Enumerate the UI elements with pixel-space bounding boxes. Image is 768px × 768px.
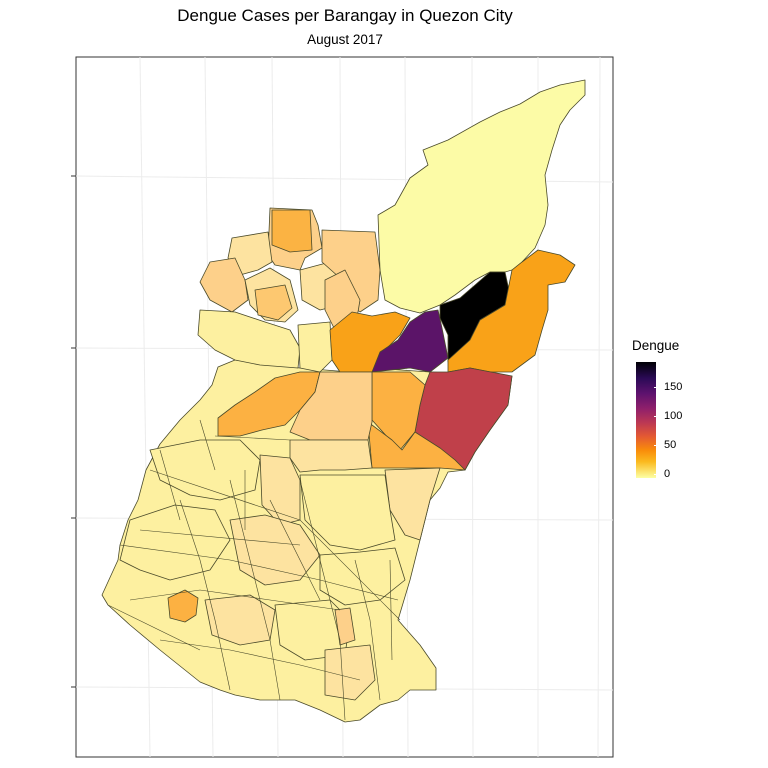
very-high-region bbox=[371, 309, 449, 373]
nw-region-3 bbox=[227, 231, 273, 276]
nw-region-8 bbox=[321, 229, 381, 313]
nw-region-6 bbox=[254, 284, 293, 321]
map-title: Dengue Cases per Barangay in Quezon City bbox=[177, 6, 513, 25]
nw-region-10 bbox=[197, 309, 301, 369]
south-region-3 bbox=[119, 504, 231, 581]
legend-tick-50: 50 bbox=[653, 439, 677, 451]
south-orange-region-2 bbox=[367, 421, 466, 471]
north-region bbox=[377, 79, 586, 314]
south-region-4 bbox=[229, 514, 321, 586]
central-region-4 bbox=[299, 474, 396, 551]
y-axis-ticks bbox=[71, 175, 76, 688]
legend: Dengue 150 100 50 0 bbox=[632, 338, 732, 480]
legend-tick-150: 150 bbox=[653, 381, 683, 393]
orange-center-region bbox=[329, 311, 411, 373]
legend-tick-0: 0 bbox=[653, 468, 671, 480]
legend-color-bar bbox=[636, 362, 656, 478]
legend-title: Dengue bbox=[632, 338, 680, 353]
legend-tick-100: 100 bbox=[653, 410, 683, 422]
northeast-region bbox=[447, 249, 576, 373]
nw-region-4 bbox=[199, 257, 249, 313]
south-region-5 bbox=[319, 547, 406, 606]
central-region-2 bbox=[289, 439, 373, 473]
nw-region-11 bbox=[297, 321, 333, 373]
small-orange-region bbox=[167, 589, 199, 623]
barangay-boundaries bbox=[107, 419, 401, 721]
map-subtitle: August 2017 bbox=[307, 32, 383, 47]
south-region-8 bbox=[324, 644, 376, 701]
northwest-region-2 bbox=[271, 209, 313, 253]
